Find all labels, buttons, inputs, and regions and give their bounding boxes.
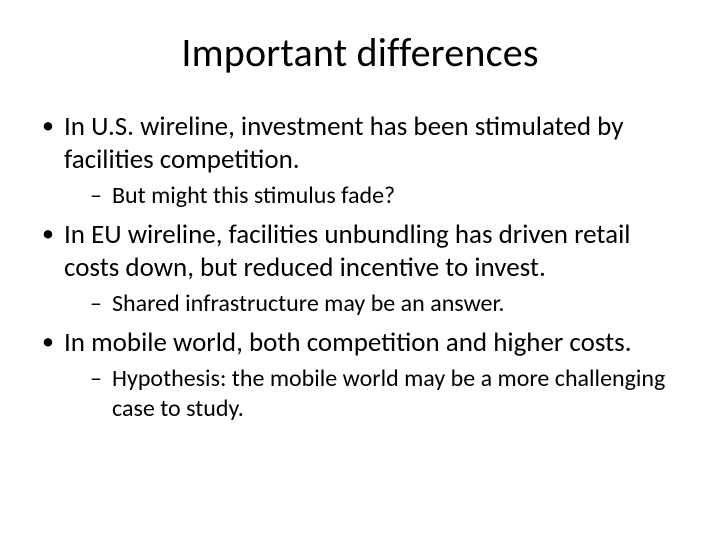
sub-bullet-item: Shared infrastructure may be an answer.	[64, 289, 682, 319]
slide: Important differences In U.S. wireline, …	[0, 0, 720, 540]
sub-bullet-text: Hypothesis: the mobile world may be a mo…	[112, 364, 665, 423]
sub-bullet-item: But might this stimulus fade?	[64, 181, 682, 211]
bullet-item: In mobile world, both competition and hi…	[38, 327, 682, 424]
sub-bullet-text: But might this stimulus fade?	[112, 181, 395, 210]
slide-title: Important differences	[38, 28, 682, 77]
sub-bullet-list: But might this stimulus fade?	[64, 181, 682, 211]
bullet-text: In mobile world, both competition and hi…	[64, 326, 632, 359]
bullet-list: In U.S. wireline, investment has been st…	[38, 111, 682, 424]
sub-bullet-list: Shared infrastructure may be an answer.	[64, 289, 682, 319]
bullet-item: In U.S. wireline, investment has been st…	[38, 111, 682, 211]
sub-bullet-item: Hypothesis: the mobile world may be a mo…	[64, 364, 682, 424]
bullet-text: In EU wireline, facilities unbundling ha…	[64, 218, 630, 284]
sub-bullet-list: Hypothesis: the mobile world may be a mo…	[64, 364, 682, 424]
sub-bullet-text: Shared infrastructure may be an answer.	[112, 289, 504, 318]
bullet-text: In U.S. wireline, investment has been st…	[64, 110, 623, 176]
bullet-item: In EU wireline, facilities unbundling ha…	[38, 219, 682, 319]
